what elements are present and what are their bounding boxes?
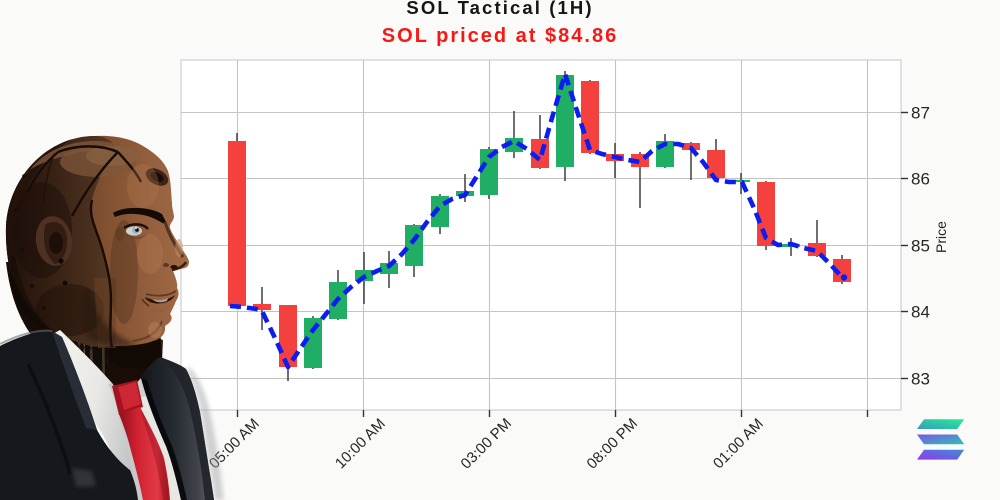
svg-text:SOL priced at $84.86: SOL priced at $84.86: [382, 25, 618, 47]
svg-text:Price: Price: [933, 221, 949, 253]
svg-text:83: 83: [911, 370, 930, 389]
svg-text:87: 87: [911, 104, 930, 123]
svg-text:85: 85: [911, 237, 930, 256]
svg-text:SOL Tactical (1H): SOL Tactical (1H): [406, 0, 593, 18]
svg-text:86: 86: [911, 170, 930, 189]
svg-text:84: 84: [911, 303, 930, 322]
